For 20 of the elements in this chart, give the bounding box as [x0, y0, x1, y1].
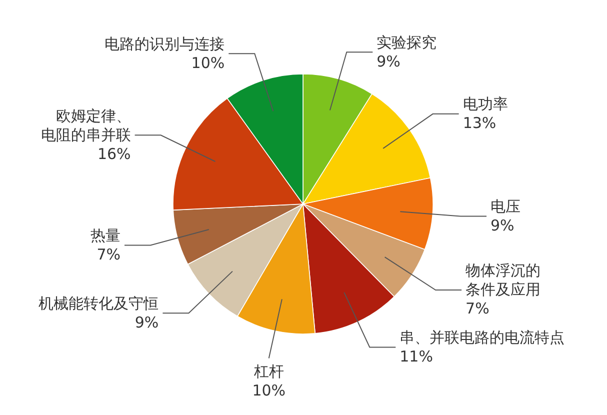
slice-label: 热量 — [90, 226, 120, 245]
data-label: 16% — [97, 144, 131, 163]
slice-label: 物体浮沉的条件及应用 — [466, 262, 541, 299]
slice-label: 实验探究 — [376, 33, 437, 52]
data-label: 9% — [376, 52, 400, 70]
data-label: 10% — [191, 54, 225, 72]
slice-label: 杠杆 — [252, 362, 284, 380]
slice-label: 机械能转化及守恒 — [38, 294, 159, 312]
data-label: 7% — [466, 300, 490, 318]
data-label: 9% — [490, 216, 514, 235]
data-label: 13% — [462, 114, 496, 132]
data-label: 9% — [134, 313, 159, 332]
data-label: 7% — [96, 246, 120, 264]
data-label: 11% — [400, 348, 433, 366]
data-label: 10% — [252, 381, 286, 400]
slice-label: 串、并联电路的电流特点 — [400, 328, 565, 347]
slice-label: 电压 — [490, 198, 521, 216]
slice-label: 电路的识别与连接 — [104, 34, 225, 53]
slice-label: 欧姆定律、电阻的串并联 — [40, 106, 131, 144]
slice-label: 电功率 — [462, 95, 508, 114]
